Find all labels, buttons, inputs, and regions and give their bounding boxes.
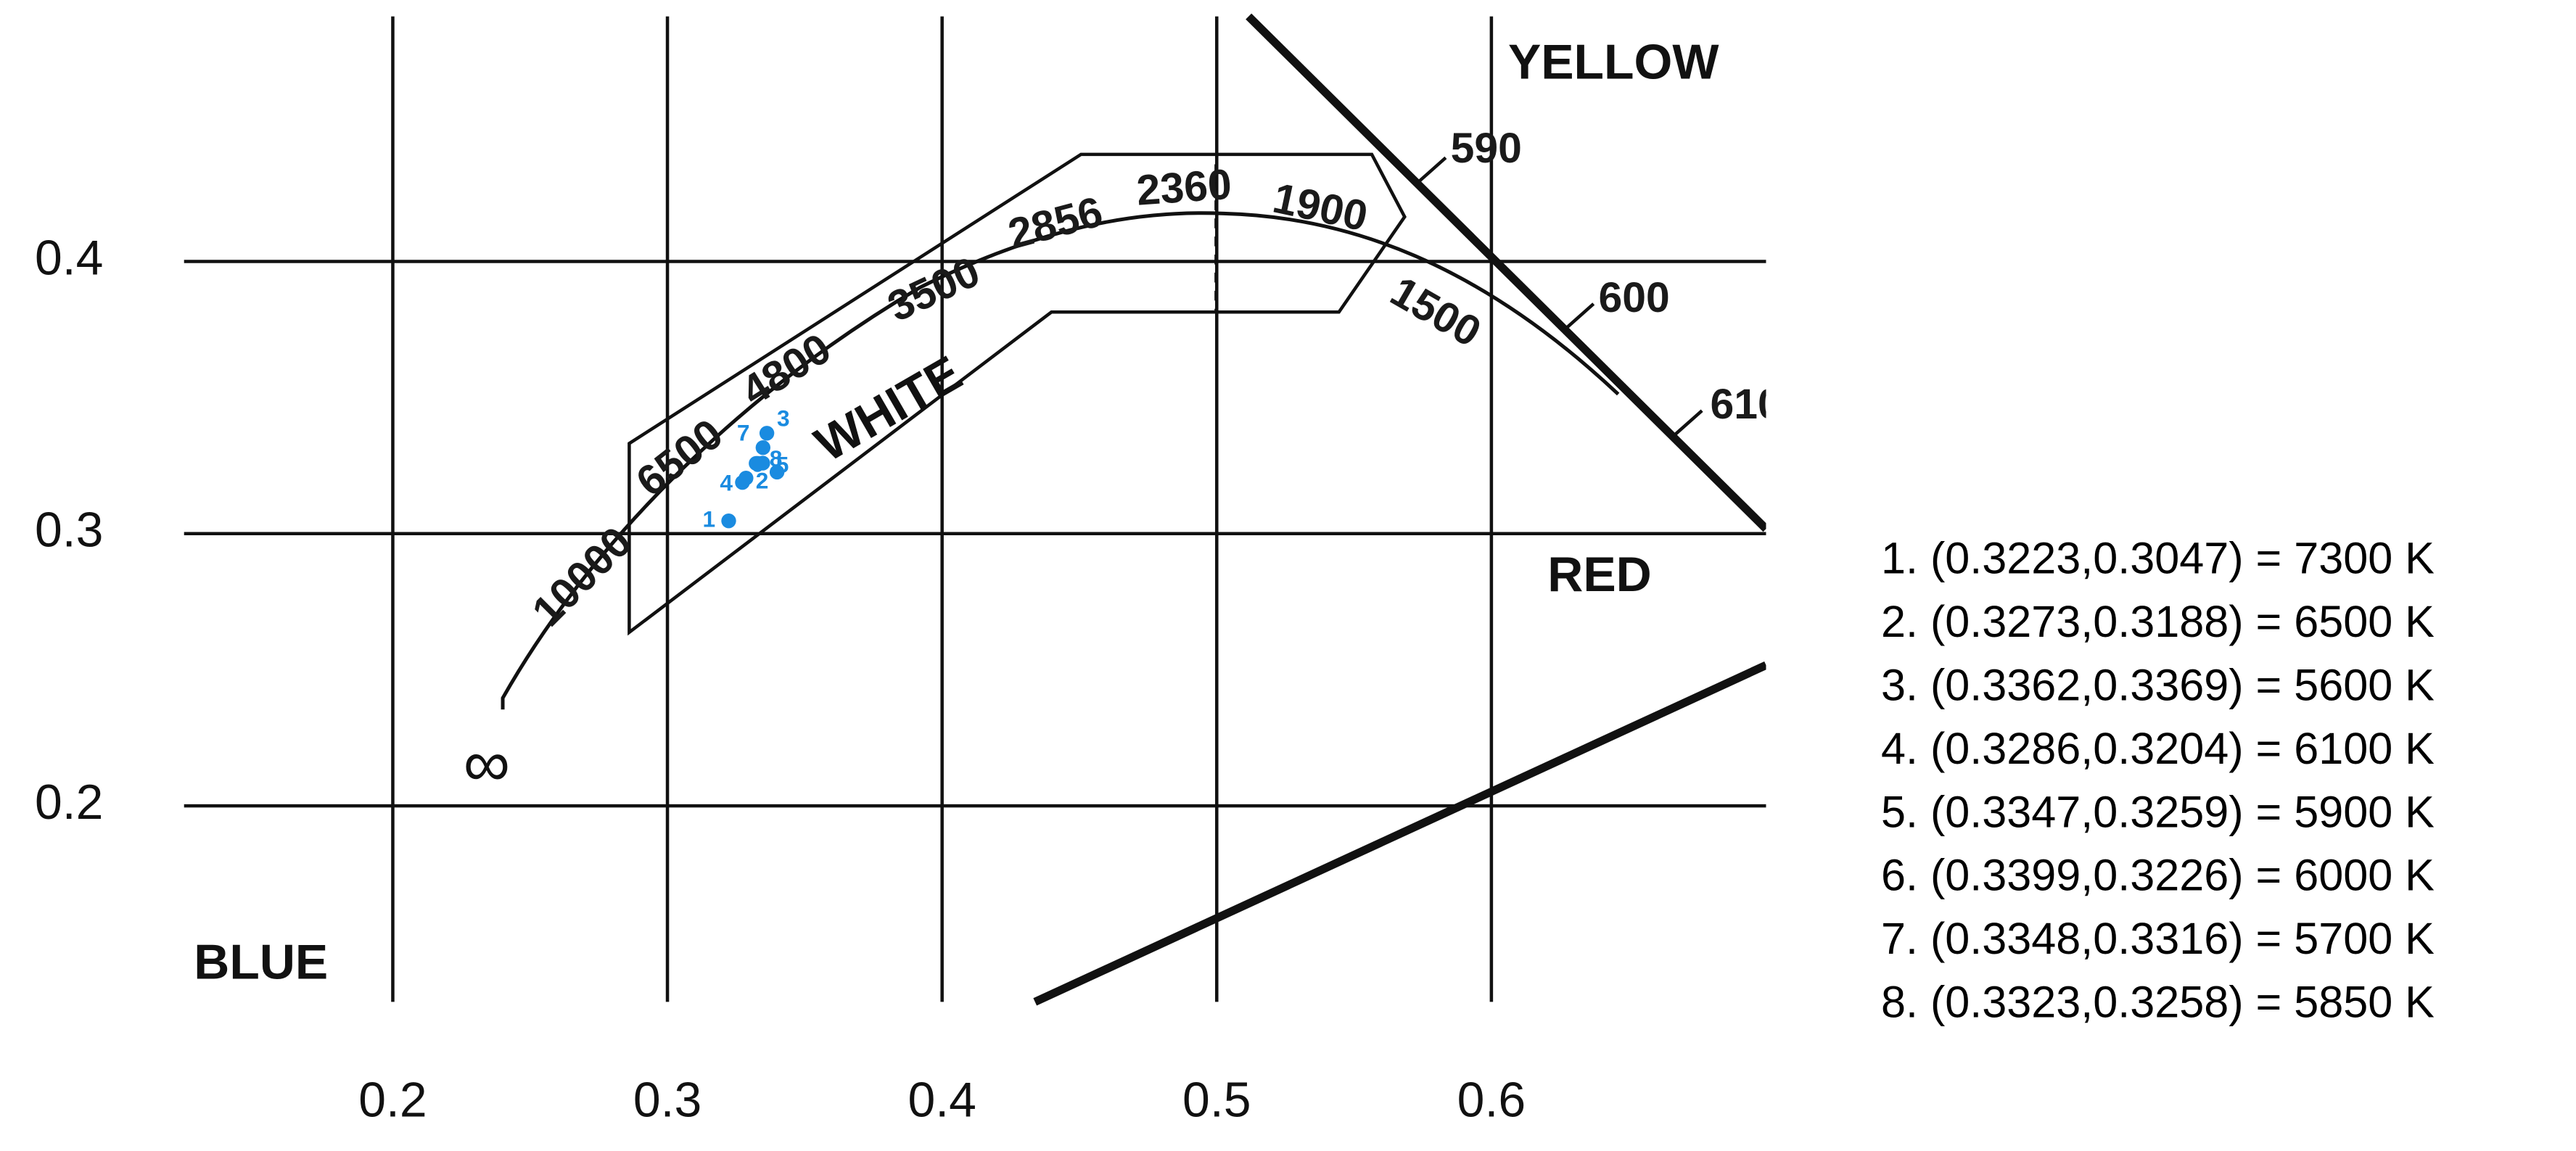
annotation: 2856	[1003, 188, 1107, 258]
point-label: 2	[756, 468, 769, 494]
y-tick-label: 0.3	[35, 503, 103, 558]
point-label: 7	[737, 419, 750, 445]
annotation: 610	[1710, 381, 1781, 428]
y-tick-label: 0.4	[35, 231, 103, 285]
point-label: 3	[777, 405, 790, 432]
annotation: 590	[1451, 125, 1522, 172]
point-label: 4	[720, 470, 733, 496]
annotation: YELLOW	[1508, 36, 1719, 90]
legend-entry: 5. (0.3347,0.3259) = 5900 K	[1881, 787, 2435, 836]
point-label: 8	[770, 445, 783, 471]
diagram: YELLOW RED BLUE WHITE ∞ 10000 6500 4800 …	[194, 13, 1781, 1006]
y-tick-label: 0.2	[35, 775, 103, 830]
legend-entry: 7. (0.3348,0.3316) = 5700 K	[1881, 914, 2435, 963]
annotation: 10000	[524, 518, 641, 635]
annotation: BLUE	[194, 935, 328, 989]
grid	[184, 16, 1766, 1002]
x-tick-label: 0.6	[1457, 1073, 1526, 1128]
annotation: 4800	[733, 325, 839, 416]
data-point	[749, 455, 764, 471]
legend-entry: 8. (0.3323,0.3258) = 5850 K	[1881, 978, 2435, 1027]
wavelength-tick	[1415, 156, 1447, 186]
annotation: ∞	[464, 727, 511, 801]
wavelength-tick	[1671, 409, 1703, 439]
point-label: 1	[703, 506, 716, 532]
spectrum-line	[1246, 13, 1766, 532]
x-tick-label: 0.2	[358, 1073, 427, 1128]
annotation: 6500	[627, 410, 731, 506]
data-point	[769, 464, 785, 480]
purple-line	[1033, 661, 1766, 1006]
data-point	[755, 440, 771, 455]
data-point	[759, 426, 775, 441]
data-point	[721, 513, 736, 529]
data-point	[738, 471, 754, 486]
legend-entry: 3. (0.3362,0.3369) = 5600 K	[1881, 660, 2435, 709]
annotation: 1900	[1269, 175, 1372, 241]
legend-entry: 1. (0.3223,0.3047) = 7300 K	[1881, 534, 2435, 583]
legend-entry: 2. (0.3273,0.3188) = 6500 K	[1881, 597, 2435, 646]
wavelength-tick	[1563, 302, 1595, 331]
white-region	[627, 152, 1407, 636]
annotation: RED	[1547, 548, 1651, 602]
x-tick-label: 0.4	[908, 1073, 976, 1128]
planckian-locus	[501, 211, 1620, 710]
annotation: 2360	[1135, 161, 1233, 215]
annotation: 600	[1599, 274, 1670, 321]
legend-entry: 4. (0.3286,0.3204) = 6100 K	[1881, 724, 2435, 773]
annotation: 1500	[1383, 268, 1489, 356]
x-tick-label: 0.3	[633, 1073, 701, 1128]
legend-entry: 6. (0.3399,0.3226) = 6000 K	[1881, 851, 2435, 900]
x-tick-label: 0.5	[1182, 1073, 1251, 1128]
